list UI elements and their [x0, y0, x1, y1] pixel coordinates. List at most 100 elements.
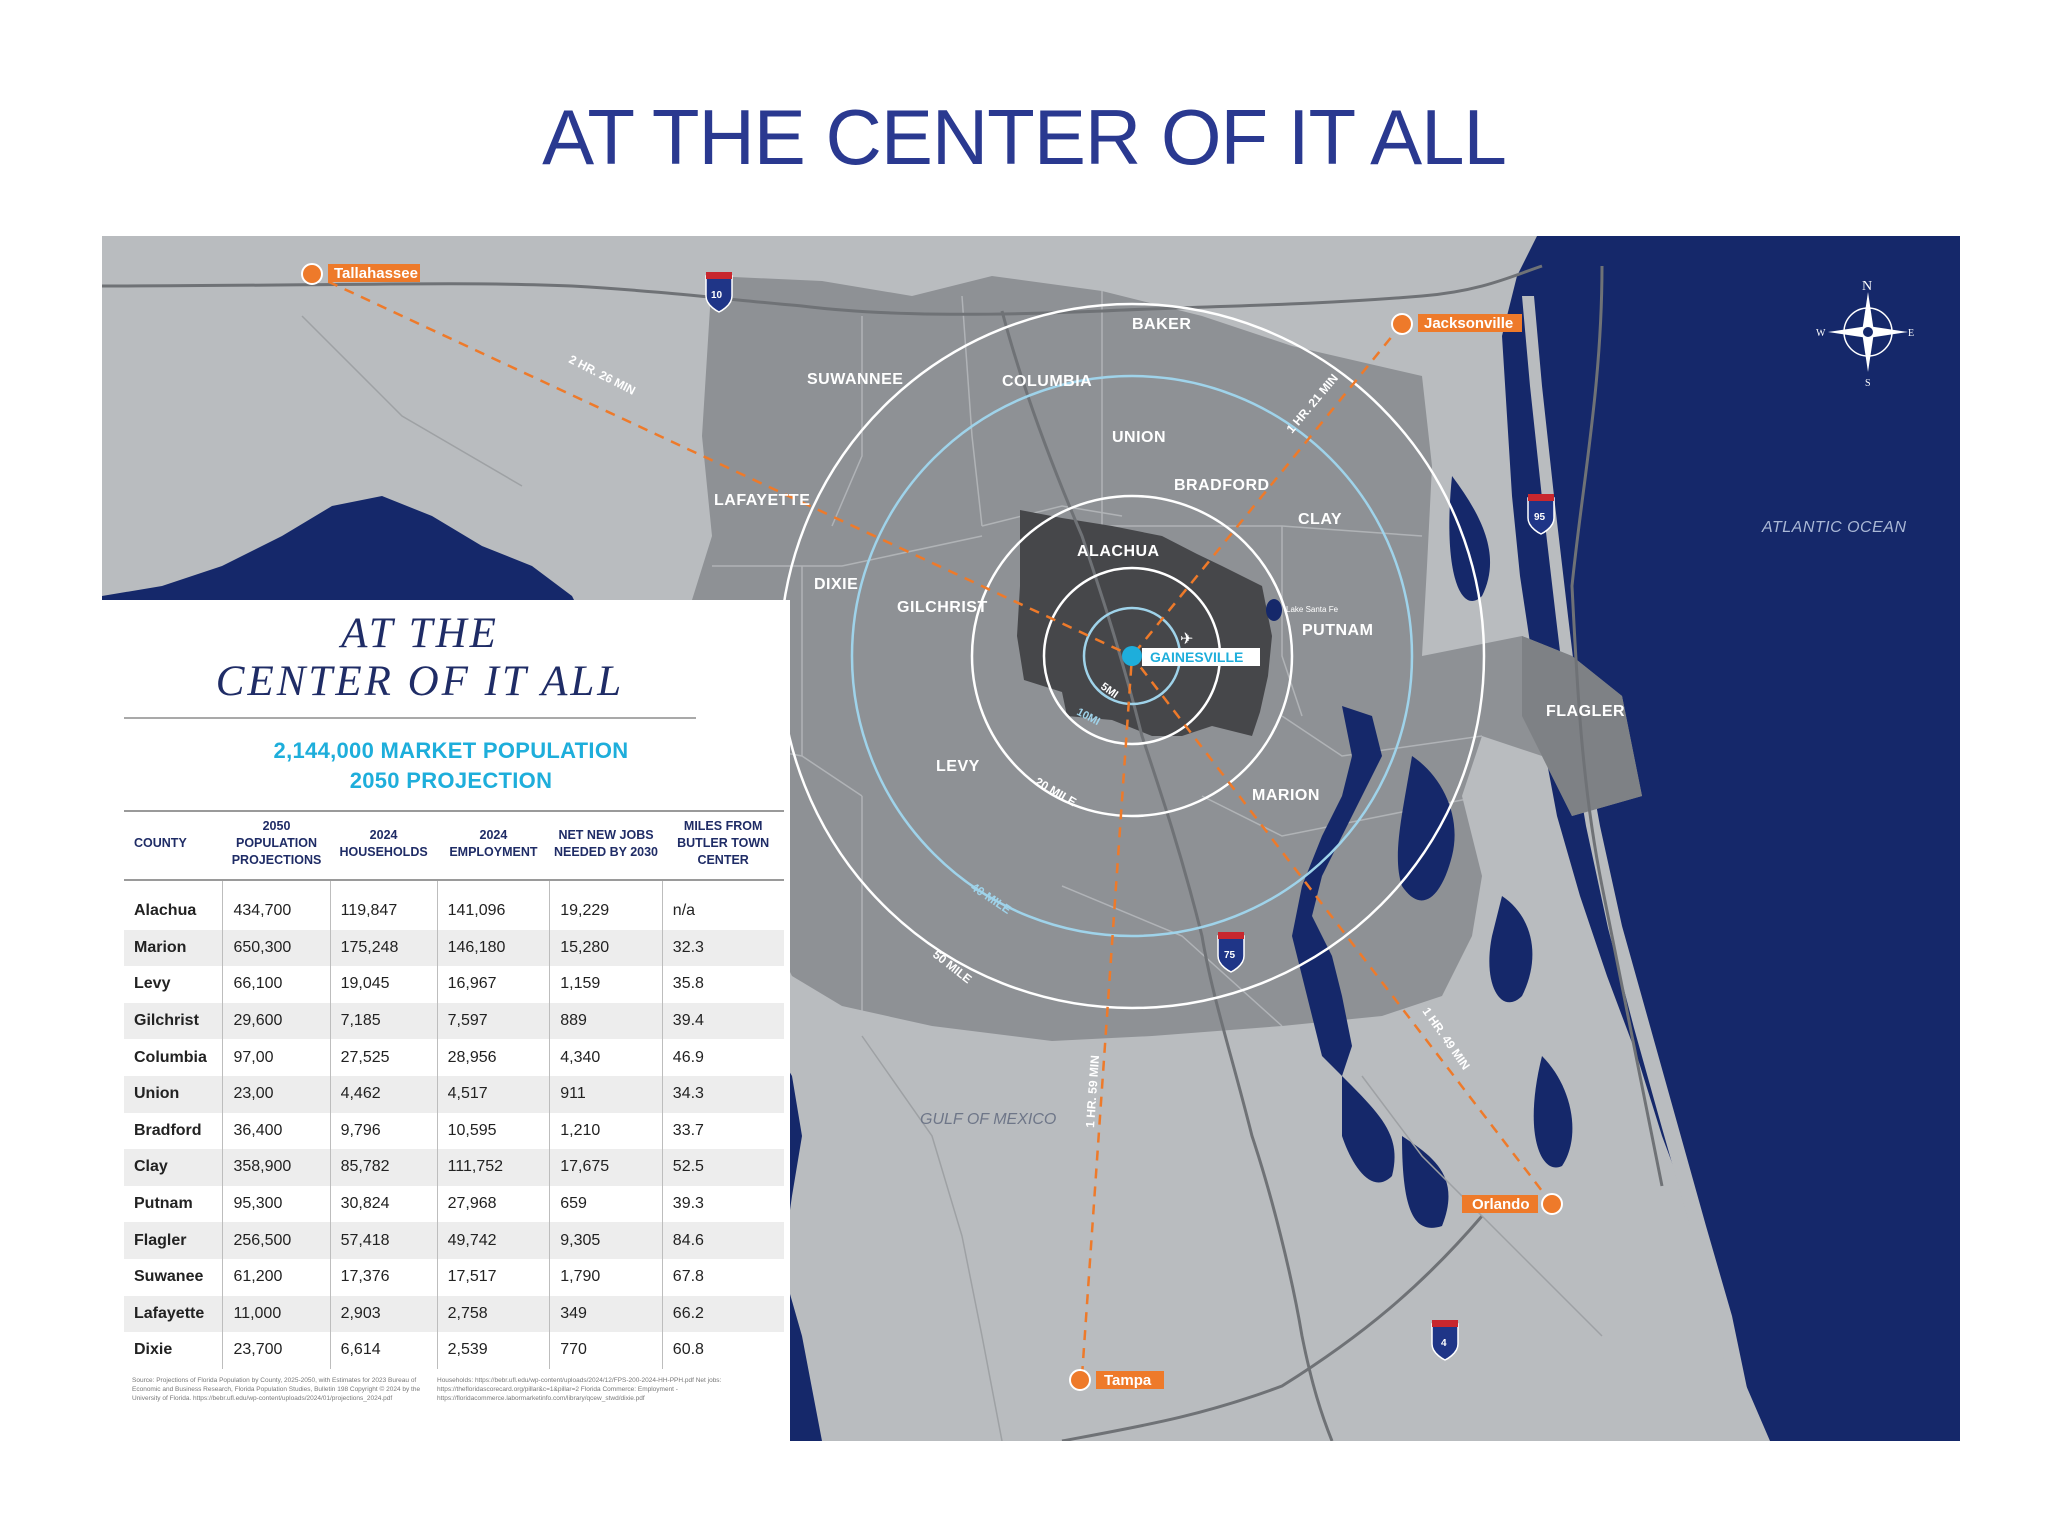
- table-cell: 19,045: [330, 966, 438, 1003]
- table-cell: 27,968: [437, 1185, 551, 1223]
- interstate-4-icon: 4: [1431, 1320, 1459, 1361]
- table-cell: 111,752: [437, 1149, 551, 1186]
- table-cell: 39.4: [662, 1002, 784, 1040]
- table-cell: 6,614: [330, 1332, 438, 1369]
- table-cell: 9,796: [330, 1112, 438, 1150]
- table-row: Marion 650,300 175,248 146,180 15,280 32.3: [124, 929, 784, 967]
- compass-rose-icon: N S E W: [1816, 279, 1914, 389]
- table-cell: 17,675: [549, 1149, 663, 1186]
- county-name-cell: Clay: [124, 1149, 224, 1186]
- table-cell: 1,210: [549, 1112, 663, 1150]
- table-cell: 46.9: [672, 1048, 704, 1066]
- atlantic-ocean: [1502, 236, 1960, 1441]
- county-alachua: ALACHUA: [1077, 543, 1160, 560]
- table-cell: n/a: [672, 902, 696, 920]
- page-title: AT THE CENTER OF IT ALL: [542, 93, 1507, 181]
- table-cell: 2,539: [437, 1332, 551, 1369]
- table-cell: 34.3: [662, 1075, 784, 1113]
- table-cell: 23,700: [222, 1332, 331, 1369]
- city-marker-orlando: Orlando: [1462, 1193, 1563, 1215]
- table-cell: 650,300: [222, 929, 331, 967]
- table-cell: 7,185: [330, 1002, 438, 1040]
- table-cell: 770: [549, 1332, 663, 1369]
- table-cell: 61,200: [222, 1258, 331, 1296]
- county-name-cell: Alachua: [124, 880, 224, 930]
- source-note-right: Households: https://bebr.ufl.edu/wp-cont…: [437, 1377, 722, 1402]
- ring-40mi: [850, 374, 1414, 938]
- table-row: Union 23,00 4,462 4,517 911 34.3: [124, 1075, 784, 1113]
- alachua-county: [1017, 510, 1272, 736]
- svg-text:75: 75: [1224, 950, 1236, 961]
- table-cell: 19,229: [549, 880, 663, 930]
- county-clay: CLAY: [1298, 511, 1342, 528]
- city-marker-tallahassee: Tallahassee: [301, 263, 420, 285]
- county-name-cell: Suwanee: [124, 1258, 224, 1296]
- county-gilchrist: GILCHRIST: [897, 599, 988, 616]
- table-row: Bradford 36,400 9,796 10,595 1,210 33.7: [124, 1112, 784, 1150]
- county-marion: MARION: [1252, 787, 1320, 804]
- county-name-cell: Gilchrist: [124, 1002, 224, 1040]
- table-cell: 95,300: [222, 1185, 331, 1223]
- county-levy: LEVY: [936, 758, 980, 775]
- table-cell: 15,280: [549, 929, 663, 967]
- table-cell: 4,462: [330, 1075, 438, 1113]
- interstate-10-icon: 10: [705, 272, 733, 313]
- table-cell: 175,248: [330, 929, 438, 967]
- county-flagler: FLAGLER: [1546, 703, 1625, 720]
- col-header-county: COUNTY: [124, 810, 223, 881]
- table-cell: 30,824: [330, 1185, 438, 1223]
- col-header-households: 2024 HOUSEHOLDS: [330, 810, 438, 881]
- table-cell: 97,00: [222, 1039, 331, 1076]
- svg-text:Jacksonville: Jacksonville: [1424, 315, 1513, 332]
- table-cell: 84.6: [662, 1222, 784, 1259]
- table-cell: 4,517: [437, 1075, 551, 1113]
- table-cell: 17,517: [437, 1258, 551, 1296]
- svg-text:10: 10: [711, 290, 723, 301]
- table-cell: 32.3: [662, 929, 784, 967]
- table-cell: 49,742: [437, 1222, 551, 1259]
- table-row: Gilchrist 29,600 7,185 7,597 889 39.4: [124, 1002, 784, 1040]
- table-cell: 29,600: [222, 1002, 331, 1040]
- interstate-75-icon: 75: [1217, 932, 1245, 973]
- col-header-jobs: NET NEW JOBS NEEDED BY 2030: [549, 810, 663, 881]
- svg-text:Tampa: Tampa: [1104, 1372, 1152, 1389]
- county-name-cell: Bradford: [124, 1112, 224, 1150]
- atlantic-ocean-label: ATLANTIC OCEAN: [1761, 519, 1907, 536]
- market-population-value: 2,144,000 MARKET POPULATION: [273, 738, 629, 763]
- lake-santa-fe: [1266, 599, 1282, 621]
- table-cell: 358,900: [222, 1149, 331, 1186]
- panel-title-line2: CENTER OF IT ALL: [215, 658, 625, 705]
- table-cell: 659: [549, 1185, 663, 1223]
- county-name-cell: Marion: [124, 929, 224, 967]
- county-columbia: COLUMBIA: [1002, 373, 1092, 390]
- table-row: Flagler 256,500 57,418 49,742 9,305 84.6: [124, 1222, 784, 1259]
- table-row: Levy 66,100 19,045 16,967 1,159 35.8: [124, 966, 784, 1003]
- svg-text:4: 4: [1441, 1338, 1447, 1349]
- table-cell: 2,758: [437, 1295, 551, 1333]
- table-cell: 60.8: [672, 1341, 704, 1359]
- table-row: Columbia 97,00 27,525 28,956 4,340 46.9: [124, 1039, 784, 1076]
- svg-text:N: N: [1862, 279, 1872, 294]
- svg-text:S: S: [1865, 378, 1871, 389]
- table-cell: 35.8: [672, 975, 704, 993]
- county-union: UNION: [1112, 429, 1166, 446]
- svg-text:E: E: [1908, 328, 1914, 339]
- regional-map: GAINESVILLE ✈ BAKER SUWANNEE COLUMBIA UN…: [102, 236, 1960, 1441]
- interstate-95-icon: 95: [1527, 494, 1555, 535]
- col-header-population: 2050 POPULATION PROJECTIONS: [222, 810, 331, 881]
- gainesville-label: GAINESVILLE: [1150, 649, 1243, 665]
- market-population: 2,144,000 MARKET POPULATION 2050 PROJECT…: [124, 736, 778, 796]
- table-header-row: COUNTY 2050 POPULATION PROJECTIONS 2024 …: [124, 810, 784, 881]
- county-dixie: DIXIE: [814, 576, 858, 593]
- table-cell: 256,500: [222, 1222, 331, 1259]
- table-cell: 9,305: [549, 1222, 663, 1259]
- panel-title-line1: AT THE: [341, 610, 499, 657]
- table-cell: 434,700: [222, 880, 331, 930]
- table-cell: 16,967: [437, 966, 551, 1003]
- gainesville-label-box: [1142, 648, 1260, 666]
- county-name-cell: Flagler: [124, 1222, 224, 1259]
- table-cell: 146,180: [437, 929, 551, 967]
- table-row: Lafayette 11,000 2,903 2,758 349 66.2: [124, 1295, 784, 1333]
- ring-20mi: [970, 494, 1294, 818]
- table-cell: 7,597: [437, 1002, 551, 1040]
